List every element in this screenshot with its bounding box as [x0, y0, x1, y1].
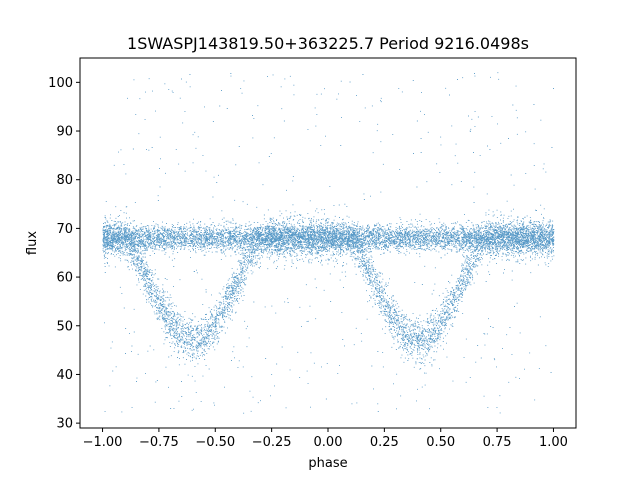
- y-tick-label: 30: [56, 417, 73, 432]
- x-tick-label: −0.75: [139, 435, 179, 450]
- x-tick-label: 0.75: [483, 435, 512, 450]
- y-tick-label: 90: [56, 125, 73, 140]
- x-tick-label: 1.00: [539, 435, 568, 450]
- y-tick-label: 60: [56, 271, 73, 286]
- y-tick-label: 70: [56, 222, 73, 237]
- y-tick-label: 100: [48, 76, 73, 91]
- y-tick-label: 40: [56, 368, 73, 383]
- x-tick-label: −0.25: [252, 435, 292, 450]
- x-tick-label: 0.00: [314, 435, 343, 450]
- x-tick-label: −0.50: [195, 435, 235, 450]
- x-axis-label: phase: [308, 456, 347, 471]
- y-axis-label: flux: [25, 231, 40, 255]
- chart-title: 1SWASPJ143819.50+363225.7 Period 9216.04…: [127, 34, 529, 53]
- scatter-points: [102, 72, 555, 414]
- x-axis-ticks: −1.00 −0.75 −0.50 −0.25 0.00 0.25 0.50 0.75 1.00: [83, 428, 568, 450]
- y-tick-label: 80: [56, 173, 73, 188]
- y-tick-label: 50: [56, 319, 73, 334]
- x-tick-label: 0.25: [370, 435, 399, 450]
- data-point: [102, 72, 555, 414]
- y-axis-ticks: 30 40 50 60 70 80 90 100: [48, 76, 80, 432]
- x-tick-label: −1.00: [83, 435, 123, 450]
- x-tick-label: 0.50: [426, 435, 455, 450]
